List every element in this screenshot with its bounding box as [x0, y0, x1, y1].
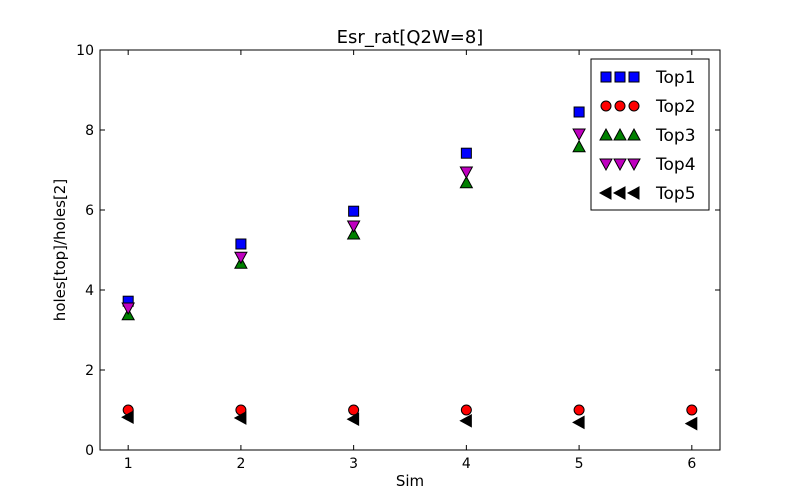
legend-marker-top3	[613, 127, 627, 141]
legend: Top1 Top2 Top3 Top4 Top5	[590, 58, 710, 211]
plot-frame	[99, 49, 721, 451]
data-points	[121, 106, 698, 431]
legend-marker-top1	[600, 71, 612, 83]
data-point-top1	[573, 106, 585, 118]
y-tick-label: 10	[76, 43, 94, 59]
data-point-top2	[573, 404, 585, 416]
y-tick-label: 6	[85, 203, 94, 219]
legend-marker-top1	[614, 71, 626, 83]
data-point-top3	[572, 139, 586, 153]
legend-label-top2: Top2	[655, 97, 696, 117]
x-tick-label: 1	[124, 456, 133, 472]
x-tick-label: 6	[687, 456, 696, 472]
legend-marker-top4	[599, 158, 613, 172]
x-tick-label: 5	[575, 456, 584, 472]
legend-marker-top2	[600, 100, 612, 112]
x-axis-label: Sim	[396, 472, 424, 490]
legend-marker-top5	[612, 186, 626, 200]
data-point-top1	[460, 147, 472, 159]
y-axis-label: holes[top]/holes[2]	[51, 179, 69, 321]
legend-label-top5: Top5	[655, 184, 696, 204]
data-point-top5	[572, 415, 585, 430]
data-point-top4	[121, 302, 136, 316]
legend-marker-top2	[628, 100, 640, 112]
data-point-top5	[233, 411, 247, 425]
data-point-top3	[346, 226, 361, 240]
x-tick-label: 2	[236, 456, 245, 472]
legend-label-top1: Top1	[655, 68, 696, 88]
legend-marker-top4	[627, 158, 641, 172]
legend-box	[590, 58, 710, 211]
data-point-top4	[572, 128, 586, 142]
legend-marker-top2	[614, 100, 626, 112]
x-tick-label: 3	[349, 456, 358, 472]
chart-title: Esr_rat[Q2W=8]	[337, 27, 484, 48]
legend-marker-top4	[613, 158, 627, 172]
data-point-top2	[460, 404, 472, 416]
legend-label-top3: Top3	[655, 126, 696, 146]
data-point-top5	[459, 413, 472, 428]
data-point-top4	[346, 220, 361, 234]
legend-marker-top5	[626, 186, 640, 200]
data-point-top1	[348, 205, 360, 217]
data-point-top3	[459, 175, 474, 189]
legend-marker-top5	[598, 186, 612, 200]
data-point-top4	[234, 251, 248, 265]
data-point-top5	[684, 416, 698, 431]
data-point-top2	[686, 404, 698, 416]
legend-label-top4: Top4	[655, 155, 696, 175]
data-point-top1	[235, 238, 247, 250]
y-tick-label: 4	[85, 283, 94, 299]
y-tick-label: 0	[85, 443, 94, 459]
y-tick-label: 8	[85, 123, 94, 139]
legend-marker-top1	[628, 71, 640, 83]
legend-marker-top3	[627, 127, 641, 141]
data-point-top5	[121, 410, 134, 425]
data-point-top2	[348, 404, 360, 416]
legend-marker-top3	[599, 127, 613, 141]
axis-ticks: 1 2 3 4 5 6 0 2 4 6 8 10	[76, 43, 720, 472]
y-tick-label: 2	[85, 363, 94, 379]
data-point-top5	[346, 412, 360, 427]
data-point-top4	[459, 166, 474, 180]
x-tick-label: 4	[462, 456, 471, 472]
